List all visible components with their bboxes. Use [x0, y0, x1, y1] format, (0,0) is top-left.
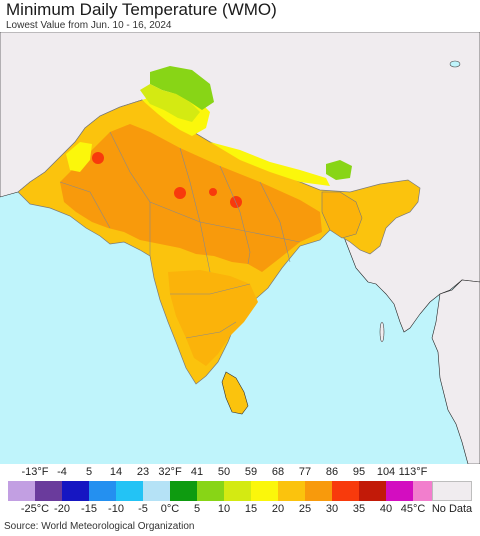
yellow-sw-pakistan — [66, 142, 92, 172]
legend-c-label: -25°C — [20, 503, 50, 515]
legend-c-label: 30 — [325, 503, 339, 515]
legend-c-label: -10 — [108, 503, 124, 515]
yellow-east-strip — [210, 142, 330, 186]
legend-f-label: 95 — [352, 466, 366, 478]
legend-swatch — [35, 481, 62, 501]
legend-f-label: 77 — [298, 466, 312, 478]
legend-swatch — [62, 481, 89, 501]
legend-f-label: 23 — [136, 466, 150, 478]
legend-f-label: 59 — [244, 466, 258, 478]
legend-f-label: 32°F — [158, 466, 182, 478]
legend-f-label: 41 — [190, 466, 204, 478]
lake-mark — [449, 60, 461, 68]
legend-swatch — [89, 481, 116, 501]
legend-swatch — [251, 481, 278, 501]
hot-spot-sindh — [92, 152, 104, 164]
legend-swatch — [8, 481, 35, 501]
legend-f-label: 50 — [217, 466, 231, 478]
legend-c-label: 25 — [298, 503, 312, 515]
legend-f-label: 14 — [109, 466, 123, 478]
hot-spot-up-east — [230, 196, 242, 208]
map-subtitle: Lowest Value from Jun. 10 - 16, 2024 — [6, 20, 172, 31]
legend-no-data-swatch — [432, 481, 472, 501]
hot-spot-up-west — [209, 188, 217, 196]
admin-boundaries — [59, 131, 301, 339]
legend-swatch — [305, 481, 332, 501]
legend-c-label: 5 — [193, 503, 201, 515]
legend-f-label: 86 — [325, 466, 339, 478]
green-himalaya — [150, 66, 214, 110]
legend-swatch — [197, 481, 224, 501]
island-marks-andaman — [379, 321, 385, 343]
legend-c-label: 40 — [379, 503, 393, 515]
legend-f-label: 68 — [271, 466, 285, 478]
map-title: Minimum Daily Temperature (WMO) — [6, 0, 277, 19]
legend-swatch — [278, 481, 305, 501]
legend-c-label: 45°C — [400, 503, 426, 515]
lime-himalaya — [140, 84, 200, 122]
legend-swatch — [170, 481, 197, 501]
temperature-map — [0, 32, 480, 464]
legend-c-label: -20 — [54, 503, 70, 515]
sri-lanka — [221, 371, 249, 415]
legend-c-label: -15 — [81, 503, 97, 515]
legend-c-label: 35 — [352, 503, 366, 515]
legend-swatch — [332, 481, 359, 501]
source-credit: Source: World Meteorological Organizatio… — [4, 521, 195, 532]
legend-c-label: -5 — [138, 503, 148, 515]
bangladesh-region — [321, 191, 363, 239]
legend-f-label: -13°F — [21, 466, 49, 478]
legend-swatch — [143, 481, 170, 501]
hot-interior — [60, 124, 322, 272]
land-no-data-south-east — [431, 279, 480, 464]
legend-f-label: 5 — [85, 466, 93, 478]
hot-spot-rajasthan — [174, 187, 186, 199]
legend-f-label: -4 — [57, 466, 67, 478]
legend-swatch — [359, 481, 386, 501]
legend-no-data-label: No Data — [431, 503, 473, 515]
legend-f-label: 104 — [376, 466, 396, 478]
legend-swatch — [116, 481, 143, 501]
green-sikkim — [326, 160, 352, 180]
legend-swatch — [386, 481, 413, 501]
legend-c-label: 20 — [271, 503, 285, 515]
legend-celsius-labels: -25°C -20 -15 -10 -5 0°C 5 10 15 20 25 3… — [0, 503, 480, 517]
legend-fahrenheit-labels: -13°F -4 5 14 23 32°F 41 50 59 68 77 86 … — [0, 466, 480, 480]
legend-c-label: 15 — [244, 503, 258, 515]
legend-c-label: 0°C — [160, 503, 180, 515]
legend-swatch — [224, 481, 251, 501]
legend-c-label: 10 — [217, 503, 231, 515]
legend-f-label: 113°F — [398, 466, 428, 478]
